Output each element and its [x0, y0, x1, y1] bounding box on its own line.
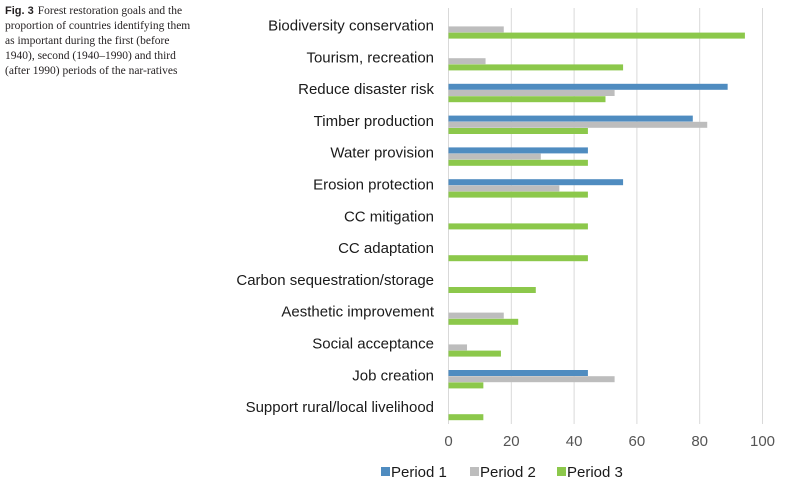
- gridlines: [448, 8, 763, 424]
- bar-period-3: [448, 350, 501, 357]
- bar-period-1: [448, 147, 588, 154]
- legend-swatch-period-1: [381, 467, 390, 476]
- category-label: Aesthetic improvement: [281, 304, 434, 321]
- legend-label: Period 1: [391, 464, 447, 481]
- x-tick-label: 40: [566, 433, 583, 450]
- bar-period-3: [448, 159, 588, 166]
- figure-caption: Fig. 3 Forest restoration goals and the p…: [5, 4, 195, 79]
- caption-text: Forest restoration goals and the proport…: [5, 5, 191, 77]
- bar-period-2: [448, 344, 468, 351]
- bar-period-3: [448, 128, 588, 134]
- legend-label: Period 3: [567, 464, 623, 481]
- category-label: Erosion protection: [313, 177, 434, 194]
- category-label: Social acceptance: [312, 336, 434, 353]
- category-label: CC adaptation: [338, 240, 434, 257]
- category-label: Job creation: [352, 367, 434, 384]
- bar-period-3: [448, 32, 745, 39]
- legend-swatch-period-3: [557, 467, 566, 476]
- category-labels: Biodiversity conservation Tourism, recrea…: [236, 18, 434, 417]
- category-label: Timber production: [314, 113, 434, 130]
- category-label: Carbon sequestration/storage: [236, 272, 434, 289]
- bar-period-2: [448, 376, 615, 383]
- bar-period-2: [448, 90, 615, 96]
- bar-period-1: [448, 115, 693, 122]
- x-axis-ticks: 0 20 40 60 80 100: [444, 433, 775, 450]
- bar-period-3: [448, 318, 519, 325]
- bars: [448, 26, 745, 421]
- bar-period-2: [448, 312, 504, 319]
- bar-period-3: [448, 191, 588, 198]
- x-tick-label: 0: [444, 433, 452, 450]
- bar-period-3: [448, 382, 484, 389]
- bar-period-3: [448, 287, 536, 293]
- category-label: CC mitigation: [344, 208, 434, 225]
- bar-period-3: [448, 64, 624, 71]
- legend: Period 1 Period 2 Period 3: [381, 464, 623, 481]
- bar-period-1: [448, 370, 588, 376]
- figure-label: Fig. 3: [5, 5, 34, 17]
- bar-period-1: [448, 179, 624, 186]
- bar-period-3: [448, 414, 484, 421]
- bar-period-2: [448, 185, 560, 192]
- bar-period-3: [448, 96, 606, 103]
- category-label: Support rural/local livelihood: [246, 399, 434, 416]
- bar-period-2: [448, 26, 504, 33]
- category-label: Water provision: [330, 145, 434, 162]
- category-label: Reduce disaster risk: [298, 81, 434, 98]
- category-label: Tourism, recreation: [306, 49, 434, 66]
- x-tick-label: 80: [691, 433, 708, 450]
- category-label: Biodiversity conservation: [268, 18, 434, 35]
- bar-period-1: [448, 83, 728, 90]
- x-tick-label: 60: [629, 433, 646, 450]
- bar-period-2: [448, 153, 541, 160]
- bar-period-2: [448, 58, 486, 65]
- x-tick-label: 100: [750, 433, 775, 450]
- legend-label: Period 2: [480, 464, 536, 481]
- legend-swatch-period-2: [470, 467, 479, 476]
- x-tick-label: 20: [503, 433, 520, 450]
- bar-period-2: [448, 121, 708, 128]
- bar-period-3: [448, 223, 588, 230]
- bar-period-3: [448, 255, 588, 262]
